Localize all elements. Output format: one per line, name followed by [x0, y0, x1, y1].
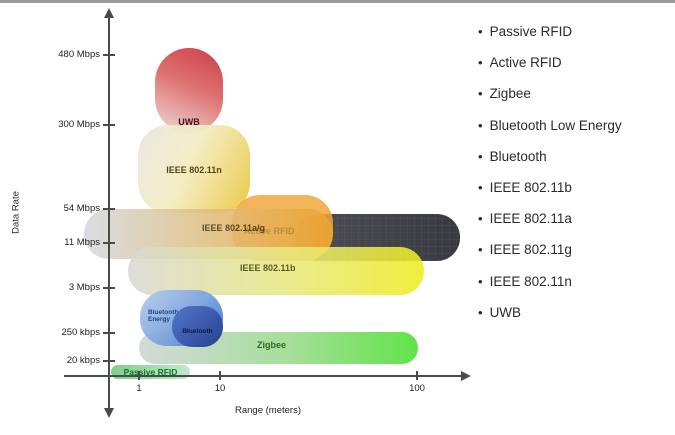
legend-item-label: IEEE 802.11g — [489, 242, 572, 258]
y-tick-label: 11 Mbps — [64, 237, 100, 248]
ieee-80211ag-region-label: IEEE 802.11a/g — [202, 223, 266, 233]
legend-item-label: Active RFID — [489, 55, 562, 71]
bullet-icon: • — [478, 86, 483, 102]
legend-item-label: Zigbee — [489, 86, 531, 102]
legend-item-label: Bluetooth — [489, 148, 547, 164]
legend-item-label: IEEE 802.11b — [489, 179, 572, 195]
bluetooth-low-energy-region-label: Bluetooth Low Energy — [148, 309, 194, 324]
legend-item-ieee-80211b: • IEEE 802.11b — [478, 180, 673, 211]
x-axis-line — [64, 375, 464, 377]
bullet-icon: • — [478, 117, 483, 133]
legend: • Passive RFID • Active RFID • Zigbee • Blue… — [478, 24, 673, 336]
legend-item-ieee-80211g: • IEEE 802.11g — [478, 242, 673, 273]
x-tick-1 — [138, 371, 140, 380]
y-tick-20kbps — [103, 360, 115, 362]
y-tick-250kbps — [103, 332, 115, 334]
x-tick-label: 10 — [214, 383, 226, 394]
bullet-icon: • — [478, 148, 483, 164]
legend-item-label: Bluetooth Low Energy — [489, 117, 622, 133]
uwb-region-label: UWB — [178, 117, 200, 127]
y-axis-title: Data Rate — [10, 191, 22, 234]
y-tick-label: 480 Mbps — [58, 49, 100, 60]
y-tick-11mbps — [103, 242, 115, 244]
y-tick-label: 300 Mbps — [58, 119, 100, 130]
bluetooth-region: Bluetooth — [172, 306, 223, 347]
x-tick-label: 100 — [409, 383, 425, 394]
legend-item-ieee-80211n: • IEEE 802.11n — [478, 274, 673, 305]
bullet-icon: • — [478, 211, 483, 227]
legend-item-label: UWB — [489, 304, 522, 320]
y-axis-line — [108, 17, 110, 411]
legend-item-label: IEEE 802.11n — [489, 273, 572, 289]
active-rfid-watermark-label: Active RFID — [244, 226, 295, 236]
legend-item-label: Passive RFID — [489, 24, 573, 39]
bluetooth-region-label: Bluetooth — [182, 328, 213, 335]
y-tick-300mbps — [103, 124, 115, 126]
bullet-icon: • — [478, 273, 483, 289]
ieee-80211b-region-label: IEEE 802.11b — [240, 263, 296, 273]
y-tick-480mbps — [103, 54, 115, 56]
y-tick-label: 250 kbps — [61, 327, 100, 338]
legend-item-bluetooth-low-energy: • Bluetooth Low Energy — [478, 118, 673, 149]
legend-item-active-rfid: • Active RFID — [478, 55, 673, 86]
x-axis-title: Range (meters) — [235, 405, 301, 416]
y-tick-3mbps — [103, 287, 115, 289]
x-tick-10 — [219, 371, 221, 380]
y-tick-label: 3 Mbps — [68, 282, 100, 293]
y-tick-54mbps — [103, 208, 115, 210]
ieee-80211n-region: IEEE 802.11n — [138, 125, 250, 213]
x-axis-arrow-right-icon — [461, 371, 471, 381]
x-tick-label: 1 — [136, 383, 142, 394]
y-tick-label: 20 kbps — [66, 355, 100, 366]
ieee-80211n-region-label: IEEE 802.11n — [166, 165, 222, 175]
legend-item-bluetooth: • Bluetooth — [478, 149, 673, 180]
y-tick-label: 54 Mbps — [63, 203, 100, 214]
bullet-icon: • — [478, 24, 483, 39]
ieee-80211b-region: IEEE 802.11b — [128, 247, 424, 295]
uwb-region: UWB — [155, 48, 223, 133]
legend-item-uwb: • UWB — [478, 305, 673, 336]
zigbee-region-label: Zigbee — [257, 340, 287, 350]
bullet-icon: • — [478, 242, 483, 258]
legend-item-zigbee: • Zigbee — [478, 86, 673, 117]
legend-item-label: IEEE 802.11a — [489, 211, 572, 227]
legend-item-ieee-80211a: • IEEE 802.11a — [478, 211, 673, 242]
legend-item-passive-rfid: • Passive RFID — [478, 24, 673, 55]
bullet-icon: • — [478, 179, 483, 195]
bullet-icon: • — [478, 304, 483, 320]
bullet-icon: • — [478, 55, 483, 71]
y-axis-arrow-down-icon — [104, 408, 114, 418]
y-axis-arrow-up-icon — [104, 8, 114, 18]
passive-rfid-region-label: Passive RFID — [123, 367, 178, 377]
x-tick-100 — [416, 371, 418, 380]
